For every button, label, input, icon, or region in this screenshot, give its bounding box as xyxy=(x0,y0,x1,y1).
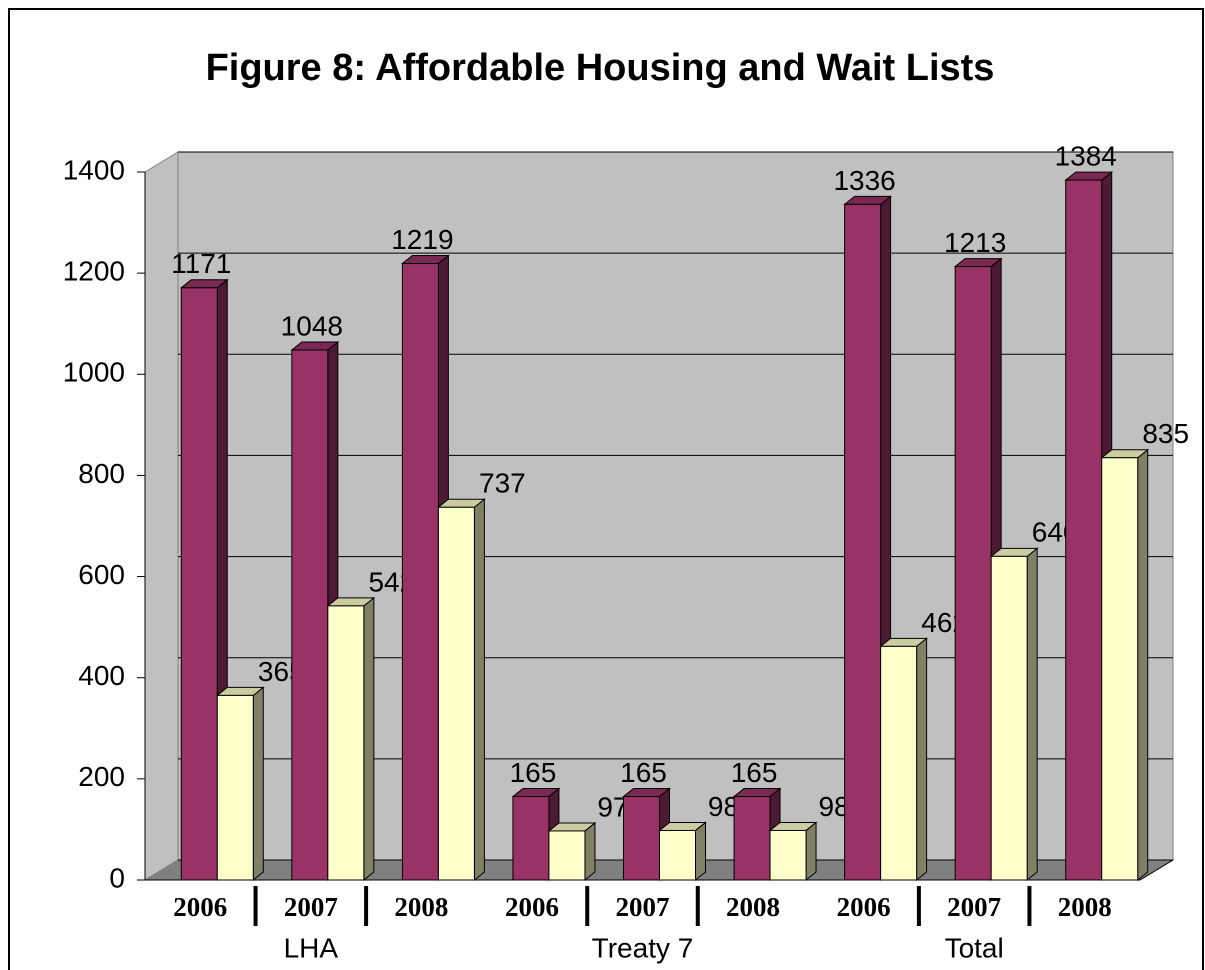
x-tick-label: 2006 xyxy=(837,892,891,922)
y-tick-label: 1000 xyxy=(63,357,125,388)
bar-side xyxy=(805,821,817,882)
bar-side xyxy=(252,686,264,882)
bar xyxy=(548,830,586,881)
group-label: Total xyxy=(945,932,1004,963)
x-tick-label: 2008 xyxy=(394,892,448,922)
bar xyxy=(327,605,365,881)
value-label: 1048 xyxy=(281,310,343,341)
bar-side xyxy=(363,596,375,882)
bar xyxy=(401,263,439,881)
x-tick-label: 2008 xyxy=(726,892,780,922)
bar xyxy=(623,796,660,881)
bar-side xyxy=(473,498,485,882)
bar xyxy=(512,796,550,881)
value-label: 165 xyxy=(731,757,778,788)
value-label: 1336 xyxy=(833,165,895,196)
value-label: 165 xyxy=(620,757,667,788)
value-label: 737 xyxy=(479,468,526,499)
y-tick-label: 200 xyxy=(78,761,125,792)
bar xyxy=(769,829,807,881)
bar xyxy=(1065,179,1103,881)
y-tick-label: 0 xyxy=(109,862,125,893)
x-axis-depth xyxy=(1139,859,1174,881)
bar xyxy=(216,694,254,881)
bar xyxy=(180,287,218,881)
value-label: 1384 xyxy=(1055,140,1117,171)
bar xyxy=(437,506,475,881)
value-label: 835 xyxy=(1142,418,1189,449)
bar xyxy=(659,829,696,881)
value-label: 1219 xyxy=(391,224,453,255)
y-tick-label: 1400 xyxy=(63,154,125,185)
bar xyxy=(880,645,918,881)
bar xyxy=(733,796,771,881)
bar xyxy=(954,266,992,881)
group-label: Treaty 7 xyxy=(592,932,694,963)
bar-side xyxy=(1026,547,1038,882)
bar xyxy=(990,555,1028,881)
y-tick-label: 1200 xyxy=(63,256,125,287)
x-tick-label: 2008 xyxy=(1058,892,1112,922)
bar-side xyxy=(1137,448,1149,882)
bar xyxy=(291,349,329,881)
bar xyxy=(1101,457,1139,881)
x-tick-label: 2007 xyxy=(284,892,338,922)
bar-side xyxy=(916,637,928,882)
chart-title: Figure 8: Affordable Housing and Wait Li… xyxy=(206,47,995,89)
y-tick-label: 400 xyxy=(78,660,125,691)
value-label: 165 xyxy=(510,757,557,788)
bar-side xyxy=(695,821,706,882)
bar xyxy=(844,203,882,881)
value-label: 1213 xyxy=(944,227,1006,258)
x-tick-label: 2007 xyxy=(947,892,1001,922)
x-tick-label: 2006 xyxy=(505,892,559,922)
y-tick-label: 600 xyxy=(78,559,125,590)
y-tick-label: 800 xyxy=(78,458,125,489)
bar-side xyxy=(584,821,596,882)
value-label: 1171 xyxy=(171,248,231,279)
x-tick-label: 2007 xyxy=(616,892,670,922)
x-tick-label: 2006 xyxy=(173,892,227,922)
group-label: LHA xyxy=(284,932,339,963)
